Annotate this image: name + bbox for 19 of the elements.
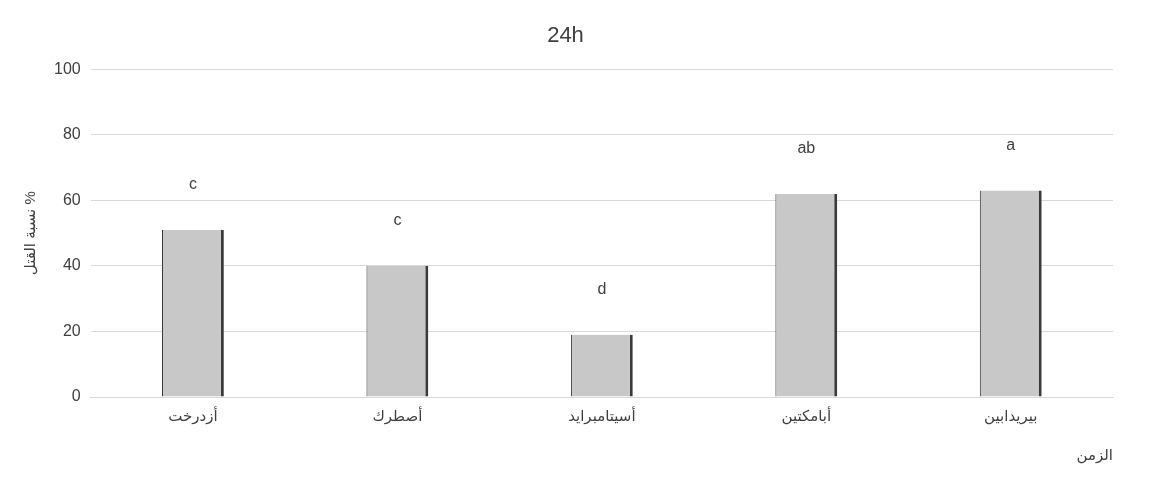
x-tick-label: أسيتامبرايد bbox=[568, 406, 636, 426]
chart-title: 24h bbox=[547, 22, 584, 48]
x-tick-label: بيريدابين bbox=[984, 407, 1038, 426]
x-tick-label: أصطرك bbox=[372, 406, 423, 426]
y-axis-title: نسبة القتل % bbox=[21, 191, 39, 276]
data-label: ab bbox=[797, 139, 816, 157]
x-axis-title: الزمن bbox=[1076, 446, 1113, 465]
y-tick-label: 0 bbox=[71, 387, 81, 405]
data-label: a bbox=[1006, 136, 1016, 154]
y-tick-label: 60 bbox=[62, 190, 81, 208]
data-label: c bbox=[393, 211, 402, 229]
x-tick-label: أبامكتين bbox=[781, 406, 832, 426]
y-tick-label: 80 bbox=[62, 125, 81, 143]
y-tick-label: 40 bbox=[62, 256, 81, 274]
y-tick-label: 20 bbox=[62, 321, 81, 339]
x-tick-label: أزدرخت bbox=[168, 406, 218, 426]
data-label: c bbox=[188, 175, 197, 193]
data-label: d bbox=[597, 280, 607, 298]
y-tick-label: 100 bbox=[53, 59, 81, 77]
